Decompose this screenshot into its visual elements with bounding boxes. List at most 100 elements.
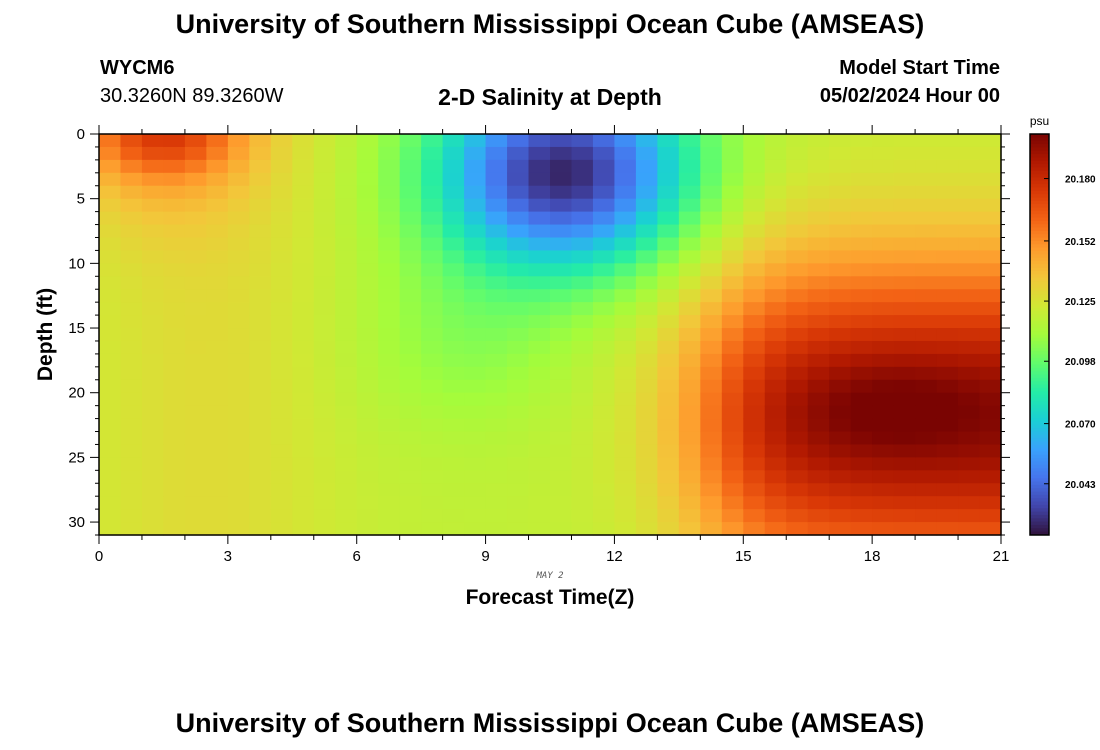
- heatmap-cell: [915, 483, 938, 497]
- heatmap-cell: [743, 146, 766, 161]
- heatmap-cell: [485, 276, 508, 290]
- heatmap-cell: [764, 470, 787, 484]
- heatmap-cell: [227, 483, 250, 497]
- heatmap-cell: [700, 392, 723, 407]
- heatmap-cell: [979, 185, 1002, 200]
- heatmap-cell: [507, 353, 530, 368]
- x-tick-label: 0: [95, 548, 103, 565]
- heatmap-cell: [550, 431, 573, 446]
- heatmap-cell: [356, 172, 379, 187]
- heatmap-cell: [678, 237, 701, 252]
- heatmap-cell: [442, 302, 465, 316]
- heatmap-cell: [120, 211, 143, 226]
- heatmap-cell: [936, 263, 959, 277]
- heatmap-cell: [829, 289, 852, 303]
- heatmap-cell: [421, 522, 444, 536]
- heatmap-cell: [571, 366, 594, 381]
- heatmap-cell: [356, 470, 379, 484]
- heatmap-cell: [850, 146, 873, 161]
- heatmap-cell: [507, 457, 530, 471]
- heatmap-cell: [700, 340, 723, 355]
- heatmap-cell: [872, 379, 895, 394]
- heatmap-cell: [421, 366, 444, 381]
- heatmap-cells: [99, 134, 1002, 536]
- heatmap-cell: [829, 379, 852, 394]
- heatmap-cell: [915, 457, 938, 471]
- heatmap-cell: [786, 250, 809, 264]
- heatmap-cell: [786, 418, 809, 433]
- colorbar-segment: [1030, 317, 1049, 322]
- heatmap-cell: [958, 250, 981, 264]
- x-tick-label: 6: [353, 548, 361, 565]
- heatmap-cell: [507, 418, 530, 433]
- colorbar-segment: [1030, 174, 1049, 178]
- heatmap-cell: [678, 159, 701, 174]
- heatmap-cell: [464, 418, 487, 433]
- colorbar-segment: [1030, 347, 1049, 352]
- colorbar-segment: [1030, 214, 1049, 219]
- heatmap-cell: [141, 159, 165, 174]
- heatmap-cell: [807, 509, 830, 523]
- heatmap-cell: [99, 509, 122, 523]
- colorbar-segment: [1030, 508, 1049, 513]
- heatmap-cell: [249, 263, 272, 277]
- heatmap-cell: [850, 470, 873, 484]
- heatmap-cell: [872, 250, 895, 264]
- heatmap-cell: [893, 328, 916, 342]
- heatmap-cell: [485, 418, 508, 433]
- colorbar-segment: [1030, 474, 1049, 479]
- heatmap-cell: [979, 315, 1002, 329]
- heatmap-cell: [227, 509, 250, 523]
- heatmap-cell: [528, 198, 551, 213]
- colorbar-segment: [1030, 234, 1049, 239]
- heatmap-cell: [915, 237, 938, 252]
- heatmap-cell: [249, 315, 272, 329]
- heatmap-cell: [227, 457, 250, 471]
- heatmap-cell: [915, 405, 938, 420]
- heatmap-cell: [592, 315, 616, 329]
- heatmap-cell: [657, 250, 680, 264]
- heatmap-cell: [786, 470, 809, 484]
- heatmap-cell: [442, 392, 465, 407]
- heatmap-cell: [485, 185, 508, 200]
- heatmap-cell: [421, 470, 444, 484]
- heatmap-cell: [893, 289, 916, 303]
- heatmap-cell: [206, 276, 229, 290]
- heatmap-cell: [571, 483, 594, 497]
- heatmap-cell: [872, 444, 895, 458]
- heatmap-cell: [550, 418, 573, 433]
- heatmap-cell: [442, 405, 465, 420]
- heatmap-cell: [184, 185, 207, 200]
- heatmap-cell: [292, 483, 315, 497]
- heatmap-cell: [163, 159, 186, 174]
- heatmap-cell: [249, 237, 272, 252]
- heatmap-cell: [270, 496, 293, 510]
- heatmap-cell: [958, 211, 981, 226]
- heatmap-cell: [850, 276, 873, 290]
- heatmap-cell: [227, 405, 250, 420]
- heatmap-cell: [764, 198, 787, 213]
- heatmap-cell: [850, 134, 873, 148]
- heatmap-cell: [915, 211, 938, 226]
- heatmap-cell: [550, 146, 573, 161]
- heatmap-cell: [356, 289, 379, 303]
- heatmap-cell: [313, 276, 336, 290]
- heatmap-cell: [356, 509, 379, 523]
- heatmap-cell: [872, 522, 895, 536]
- heatmap-cell: [678, 224, 701, 239]
- heatmap-cell: [356, 496, 379, 510]
- heatmap-cell: [313, 211, 336, 226]
- heatmap-cell: [120, 224, 143, 239]
- heatmap-cell: [227, 276, 250, 290]
- main-title: University of Southern Mississippi Ocean…: [175, 9, 925, 39]
- heatmap-cell: [485, 172, 508, 187]
- heatmap-cell: [442, 172, 465, 187]
- heatmap-cell: [99, 418, 122, 433]
- heatmap-cell: [807, 250, 830, 264]
- heatmap-cell: [936, 328, 959, 342]
- heatmap-cell: [163, 224, 186, 239]
- heatmap-cell: [571, 379, 594, 394]
- heatmap-cell: [958, 496, 981, 510]
- heatmap-cell: [335, 366, 358, 381]
- heatmap-cell: [313, 250, 336, 264]
